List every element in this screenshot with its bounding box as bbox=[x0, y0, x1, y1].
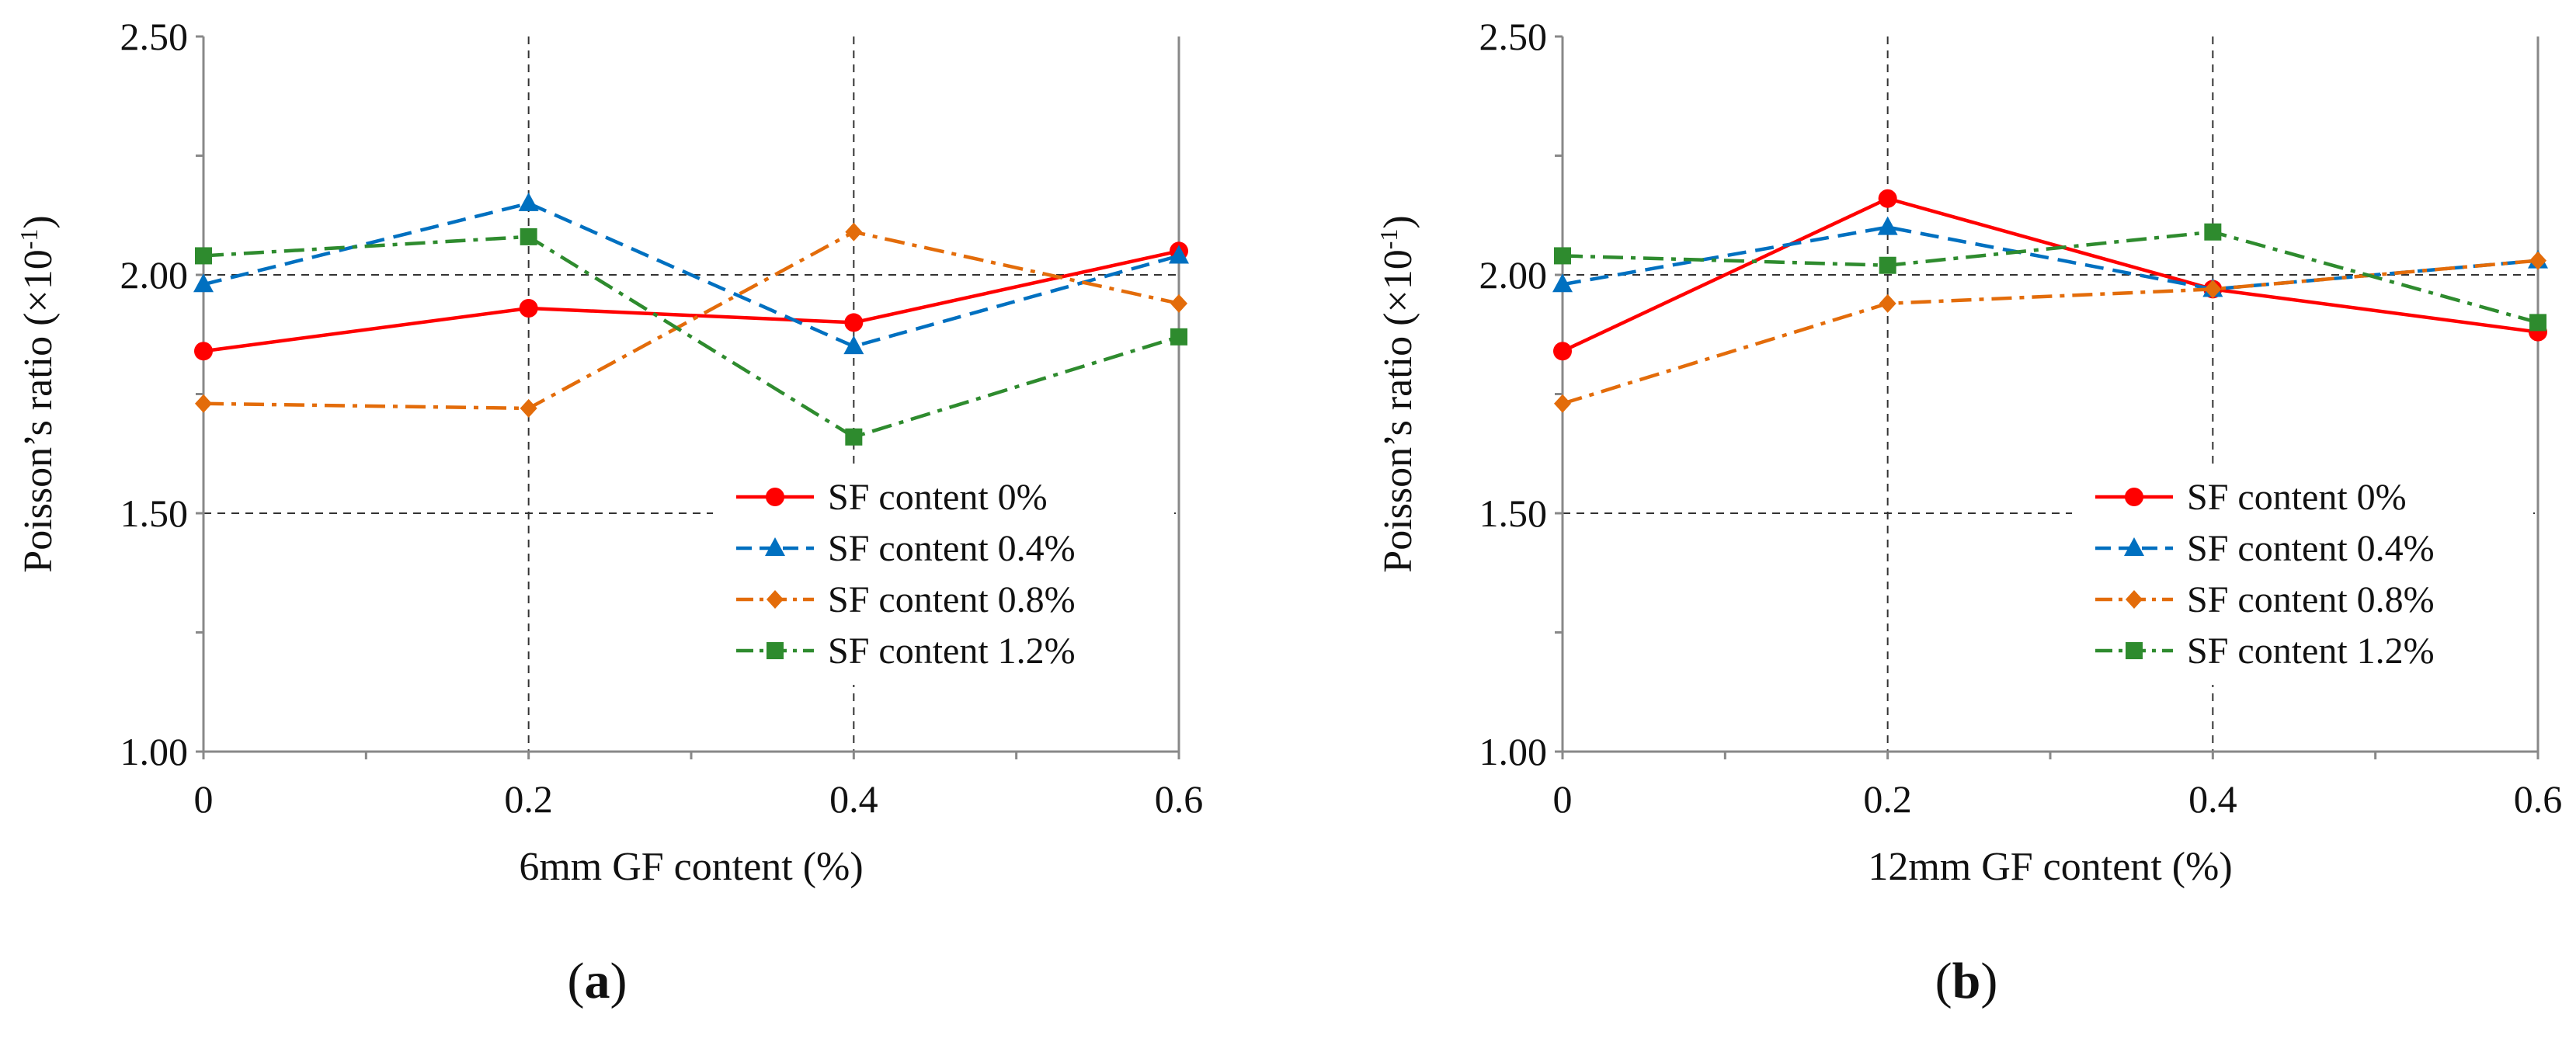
series-line bbox=[203, 234, 1180, 439]
data-point bbox=[1553, 342, 1572, 361]
data-point bbox=[844, 313, 864, 332]
legend-label: SF content 0% bbox=[828, 477, 1048, 518]
legend-marker bbox=[765, 537, 785, 556]
data-point bbox=[1878, 189, 1897, 208]
data-point bbox=[1170, 328, 1187, 346]
y-axis-title: Poisson’s ratio (×10-1) bbox=[15, 215, 61, 572]
legend-marker bbox=[2124, 537, 2144, 556]
data-point bbox=[2204, 223, 2222, 241]
panel-label: (b) bbox=[1935, 953, 1998, 1009]
chart-panel-a: 1.00 1.50 2.00 2.50 0 0.2 0.4 0.6 6mm GF content… bbox=[15, 15, 1203, 1009]
legend-marker bbox=[2126, 590, 2143, 609]
legend-marker bbox=[2125, 488, 2143, 506]
data-point bbox=[845, 222, 863, 241]
data-point bbox=[1879, 256, 1896, 274]
legend-marker bbox=[2126, 642, 2143, 659]
y-tick-label: 1.00 bbox=[1479, 730, 1548, 773]
data-point bbox=[1554, 394, 1571, 413]
y-tick-label: 2.00 bbox=[1479, 253, 1548, 297]
series-line bbox=[203, 230, 1180, 411]
legend-marker bbox=[767, 642, 784, 659]
x-tick-label: 0.4 bbox=[829, 777, 878, 821]
x-tick-label: 0 bbox=[1553, 777, 1573, 821]
panel-label: (a) bbox=[568, 953, 627, 1009]
data-point bbox=[1877, 216, 1898, 235]
y-tick-label: 1.50 bbox=[120, 491, 189, 535]
data-point bbox=[1169, 245, 1189, 264]
x-tick-label: 0.2 bbox=[504, 777, 553, 821]
data-point bbox=[195, 247, 212, 265]
series-line bbox=[1562, 259, 2539, 405]
data-point bbox=[520, 398, 537, 418]
legend-label: SF content 0% bbox=[2187, 477, 2407, 518]
legend-label: SF content 1.2% bbox=[2187, 630, 2435, 672]
y-tick-label: 1.00 bbox=[120, 730, 189, 773]
legend-background bbox=[2072, 464, 2533, 685]
data-point bbox=[194, 342, 213, 361]
legend-marker bbox=[767, 590, 784, 609]
data-point bbox=[1170, 293, 1187, 313]
series-line bbox=[1562, 225, 2539, 291]
legend-label: SF content 0.8% bbox=[2187, 579, 2435, 620]
data-point bbox=[518, 192, 539, 211]
x-tick-label: 0.6 bbox=[1155, 777, 1204, 821]
x-tick-label: 0.4 bbox=[2188, 777, 2237, 821]
series-line bbox=[203, 249, 1180, 353]
x-axis-title: 6mm GF content (%) bbox=[519, 845, 863, 889]
x-axis-title: 12mm GF content (%) bbox=[1868, 845, 2232, 889]
x-tick-label: 0.2 bbox=[1863, 777, 1912, 821]
data-point bbox=[195, 394, 212, 413]
y-tick-label: 2.00 bbox=[120, 253, 189, 297]
x-tick-label: 0 bbox=[194, 777, 214, 821]
legend-marker bbox=[766, 488, 784, 506]
series-line bbox=[203, 201, 1180, 349]
data-point bbox=[519, 298, 538, 318]
data-point bbox=[1554, 247, 1571, 265]
data-point bbox=[2204, 280, 2222, 299]
chart-panel-b: 1.00 1.50 2.00 2.50 0 0.2 0.4 0.6 12mm GF conten… bbox=[1375, 15, 2562, 1009]
y-tick-label: 2.50 bbox=[120, 15, 189, 58]
legend-label: SF content 0.4% bbox=[2187, 528, 2435, 569]
data-point bbox=[1879, 293, 1896, 313]
data-point bbox=[193, 273, 214, 293]
y-tick-label: 2.50 bbox=[1479, 15, 1548, 58]
x-tick-label: 0.6 bbox=[2514, 777, 2563, 821]
data-point bbox=[520, 228, 537, 245]
data-point bbox=[845, 428, 863, 446]
y-axis-title: Poisson’s ratio (×10-1) bbox=[1375, 215, 1420, 572]
data-point bbox=[2529, 251, 2546, 270]
series-line bbox=[1562, 230, 2539, 325]
legend-background bbox=[713, 464, 1174, 685]
data-point bbox=[2529, 314, 2546, 332]
legend-label: SF content 0.8% bbox=[828, 579, 1076, 620]
data-point bbox=[1552, 273, 1573, 293]
y-tick-label: 1.50 bbox=[1479, 491, 1548, 535]
data-point bbox=[843, 335, 864, 355]
series-line bbox=[1562, 196, 2539, 353]
legend-label: SF content 0.4% bbox=[828, 528, 1076, 569]
legend-label: SF content 1.2% bbox=[828, 630, 1076, 672]
